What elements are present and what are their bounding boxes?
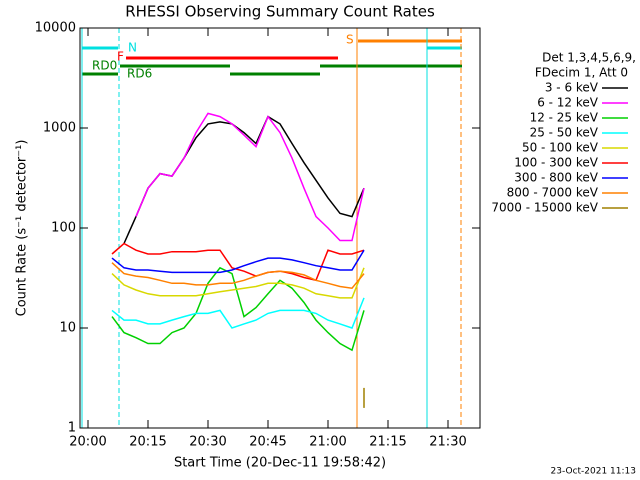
y-tick-label: 100 bbox=[51, 221, 76, 236]
legend-header: FDecim 1, Att 0 bbox=[535, 66, 628, 80]
annotation: RD6 bbox=[127, 67, 152, 81]
series-line bbox=[135, 112, 365, 242]
y-tick-label: 10000 bbox=[35, 21, 76, 36]
x-tick-label: 20:15 bbox=[129, 435, 166, 450]
series-line bbox=[111, 242, 365, 282]
series-line bbox=[111, 267, 365, 299]
y-tick-label: 10 bbox=[59, 321, 76, 336]
legend-label: 50 - 100 keV bbox=[522, 141, 599, 155]
y-tick-label: 1 bbox=[68, 421, 76, 436]
legend-label: 12 - 25 keV bbox=[530, 111, 599, 125]
legend-header: Det 1,3,4,5,6,9, bbox=[542, 51, 636, 65]
annotation: F bbox=[117, 50, 124, 64]
legend-label: 25 - 50 keV bbox=[530, 126, 599, 140]
annotation: S bbox=[346, 33, 354, 47]
y-tick-label: 1000 bbox=[43, 121, 76, 136]
vertical-markers bbox=[81, 28, 462, 428]
legend-label: 300 - 800 keV bbox=[514, 171, 598, 185]
x-axis-label: Start Time (20-Dec-11 19:58:42) bbox=[174, 456, 386, 471]
annotation: RD0 bbox=[92, 59, 117, 73]
x-tick-label: 20:00 bbox=[69, 435, 106, 450]
series-line bbox=[111, 266, 365, 352]
x-tick-label: 20:30 bbox=[189, 435, 226, 450]
x-tick-label: 21:00 bbox=[309, 435, 346, 450]
legend-label: 100 - 300 keV bbox=[514, 156, 598, 170]
annotation: N bbox=[128, 41, 137, 55]
chart-title: RHESSI Observing Summary Count Rates bbox=[125, 3, 435, 21]
legend-label: 7000 - 15000 keV bbox=[491, 201, 598, 215]
x-tick-label: 21:30 bbox=[429, 435, 466, 450]
footer: 23-Oct-2021 11:13 bbox=[551, 467, 636, 477]
legend-label: 3 - 6 keV bbox=[545, 81, 599, 95]
legend-label: 800 - 7000 keV bbox=[507, 186, 599, 200]
series-line bbox=[111, 262, 365, 290]
x-tick-label: 21:15 bbox=[369, 435, 406, 450]
y-axis-label: Count Rate (s⁻¹ detector⁻¹) bbox=[15, 140, 30, 317]
flag-bars bbox=[82, 39, 462, 76]
series-line bbox=[111, 249, 365, 274]
legend-label: 6 - 12 keV bbox=[537, 96, 599, 110]
series-line bbox=[111, 297, 365, 329]
x-tick-label: 20:45 bbox=[249, 435, 286, 450]
